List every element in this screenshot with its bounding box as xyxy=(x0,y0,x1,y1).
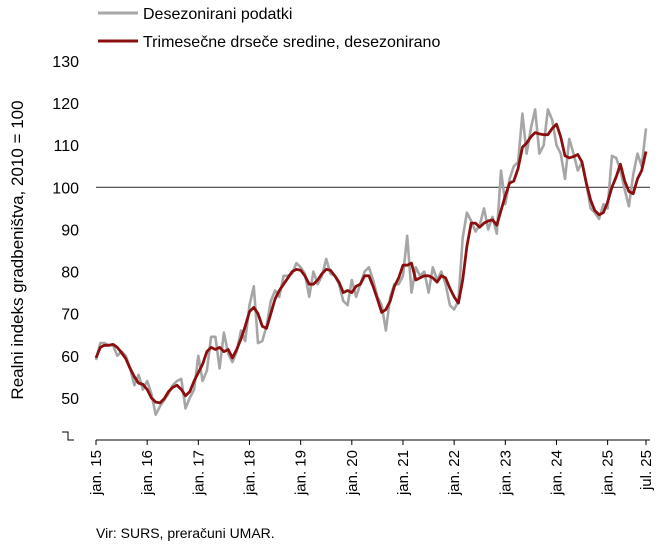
x-tick-label: jan. 19 xyxy=(293,450,310,496)
x-tick-label: jan. 16 xyxy=(139,450,156,496)
x-tick-label: jan. 22 xyxy=(446,450,463,496)
series-line-raw xyxy=(94,108,648,417)
series-line-smoothed xyxy=(94,122,648,405)
x-tick-label: jul. 25 xyxy=(638,450,655,491)
y-tick-label: 100 xyxy=(52,180,79,197)
y-axis-break-mark xyxy=(62,431,74,441)
x-tick-label: jan. 24 xyxy=(548,450,565,496)
y-tick-labels: 130 120 110 100 90 80 70 60 50 xyxy=(52,54,79,408)
x-tick-label: jan. 20 xyxy=(344,450,361,496)
y-tick-label: 60 xyxy=(61,349,79,366)
x-tick-label: jan. 15 xyxy=(88,450,105,496)
y-tick-label: 80 xyxy=(61,265,79,282)
x-tick-label: jan. 18 xyxy=(241,450,258,496)
y-tick-label: 130 xyxy=(52,54,79,71)
x-tick-label: jan. 25 xyxy=(600,450,617,496)
y-tick-label: 50 xyxy=(61,391,79,408)
legend: Desezonirani podatki Trimesečne drseče s… xyxy=(98,6,440,51)
x-tick-label: jan. 21 xyxy=(395,450,412,496)
x-tick-labels: jan. 15 jan. 16 jan. 17 jan. 18 jan. 19 jan. … xyxy=(88,450,655,496)
y-tick-label: 110 xyxy=(53,138,79,155)
y-axis-label: Realni indeks gradbeništva, 2010 = 100 xyxy=(8,100,27,399)
y-tick-label: 120 xyxy=(52,96,79,113)
legend-label-raw: Desezonirani podatki xyxy=(143,6,292,23)
legend-label-smoothed: Trimesečne drseče sredine, desezonirano xyxy=(143,34,440,51)
x-tick-label: jan. 23 xyxy=(497,450,514,496)
y-tick-label: 90 xyxy=(61,222,79,239)
x-tick-label: jan. 17 xyxy=(190,450,207,496)
y-tick-label: 70 xyxy=(61,307,79,324)
source-note: Vir: SURS, preračuni UMAR. xyxy=(96,525,275,541)
x-tick-marks xyxy=(95,440,647,445)
